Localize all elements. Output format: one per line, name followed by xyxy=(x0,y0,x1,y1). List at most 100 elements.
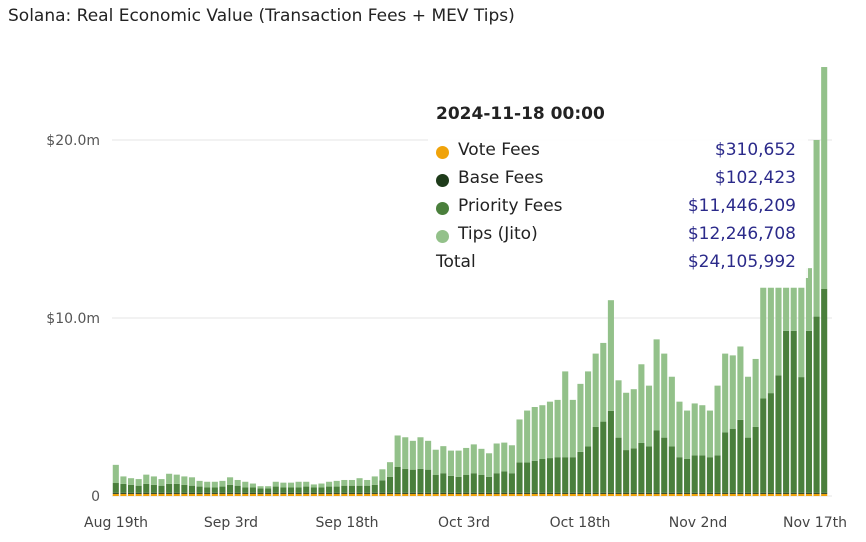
tips-jito-segment xyxy=(128,478,135,485)
base-fees-segment xyxy=(234,492,241,494)
priority-fees-segment xyxy=(699,455,706,493)
priority-fees-segment xyxy=(592,426,599,493)
vote-fees-segment xyxy=(379,493,386,496)
tips-jito-legend-dot xyxy=(436,230,449,243)
tooltip-label: Base Fees xyxy=(458,168,544,188)
priority-fees-segment xyxy=(722,432,729,493)
tips-jito-segment xyxy=(158,479,165,486)
vote-fees-segment xyxy=(562,493,569,496)
priority-fees-segment xyxy=(409,469,416,493)
priority-fees-segment xyxy=(318,487,325,493)
priority-fees-segment xyxy=(364,485,371,493)
vote-fees-segment xyxy=(128,493,135,496)
base-fees-segment xyxy=(798,492,805,494)
vote-fees-segment xyxy=(386,493,394,496)
tips-jito-segment xyxy=(524,410,531,463)
base-fees-segment xyxy=(752,492,759,494)
tooltip-row-tips-jito: Tips (Jito) $12,246,708 xyxy=(436,224,796,250)
vote-fees-segment xyxy=(280,493,287,496)
base-fees-segment xyxy=(638,492,645,494)
tips-jito-segment xyxy=(242,481,249,488)
priority-fees-segment xyxy=(150,484,157,493)
tips-jito-segment xyxy=(645,385,653,447)
vote-fees-segment xyxy=(585,493,592,496)
vote-fees-segment xyxy=(166,493,173,496)
tips-jito-segment xyxy=(204,481,211,488)
base-fees-segment xyxy=(463,492,470,494)
priority-fees-segment xyxy=(447,475,454,493)
base-fees-segment xyxy=(767,492,774,494)
priority-fees-segment xyxy=(744,437,752,493)
vote-fees-segment xyxy=(333,493,340,496)
base-fees-segment xyxy=(577,492,584,494)
base-fees-segment xyxy=(196,492,203,494)
vote-fees-segment xyxy=(546,493,554,496)
tips-jito-segment xyxy=(196,480,203,487)
tips-jito-segment xyxy=(805,268,812,331)
vote-fees-segment xyxy=(592,493,599,496)
tips-jito-segment xyxy=(112,464,119,484)
priority-fees-segment xyxy=(196,486,203,493)
base-fees-segment xyxy=(623,492,630,494)
tooltip-label: Priority Fees xyxy=(458,196,563,216)
base-fees-segment xyxy=(524,492,531,494)
tips-jito-segment xyxy=(173,474,180,484)
priority-fees-segment xyxy=(379,480,386,493)
base-fees-segment xyxy=(562,492,569,494)
priority-fees-segment xyxy=(676,457,683,493)
base-fees-segment xyxy=(341,492,348,494)
tips-jito-segment xyxy=(760,287,767,399)
vote-fees-segment xyxy=(440,493,447,496)
priority-fees-segment xyxy=(539,458,546,493)
priority-fees-segment xyxy=(775,375,782,493)
vote-fees-segment xyxy=(211,493,218,496)
base-fees-segment xyxy=(211,492,218,494)
tips-jito-segment xyxy=(318,483,325,488)
base-fees-segment xyxy=(417,492,424,494)
tips-jito-segment xyxy=(486,453,493,477)
tips-jito-segment xyxy=(607,300,614,411)
tips-jito-segment xyxy=(737,346,744,420)
tips-jito-segment xyxy=(722,353,729,433)
tips-jito-segment xyxy=(767,287,774,394)
base-fees-segment xyxy=(501,492,508,494)
priority-fees-segment xyxy=(798,377,805,493)
priority-fees-segment xyxy=(493,473,500,493)
base-fees-segment xyxy=(242,492,249,494)
priority-fees-segment xyxy=(562,457,569,493)
y-tick-label: $10.0m xyxy=(46,311,100,327)
base-fees-segment xyxy=(188,492,196,494)
tips-jito-segment xyxy=(386,462,394,477)
vote-fees-segment xyxy=(638,493,645,496)
vote-fees-segment xyxy=(501,493,508,496)
priority-fees-segment xyxy=(234,485,241,493)
vote-fees-segment xyxy=(623,493,630,496)
base-fees-segment xyxy=(386,492,394,494)
tips-jito-segment xyxy=(508,445,515,474)
tips-jito-segment xyxy=(211,481,218,488)
base-fees-segment xyxy=(143,492,150,494)
base-fees-segment xyxy=(371,492,378,494)
vote-fees-segment xyxy=(242,493,249,496)
vote-fees-segment xyxy=(417,493,424,496)
base-fees-segment xyxy=(783,492,790,494)
vote-fees-segment xyxy=(143,493,150,496)
vote-fees-segment xyxy=(219,493,226,496)
vote-fees-segment xyxy=(775,493,782,496)
vote-fees-segment xyxy=(257,493,264,496)
tips-jito-segment xyxy=(653,339,660,431)
vote-fees-segment xyxy=(790,493,797,496)
priority-fees-segment xyxy=(333,486,340,493)
tips-jito-segment xyxy=(272,481,279,487)
base-fees-segment xyxy=(676,492,683,494)
base-fees-segment xyxy=(668,492,675,494)
base-fees-segment xyxy=(775,492,782,494)
priority-fees-segment xyxy=(623,450,630,493)
vote-fees-segment xyxy=(181,493,188,496)
priority-fees-segment xyxy=(653,430,660,493)
vote-fees-segment xyxy=(676,493,683,496)
priority-fees-segment xyxy=(249,487,256,493)
vote-fees-segment xyxy=(691,493,698,496)
base-fees-segment xyxy=(744,492,752,494)
tips-jito-segment xyxy=(227,477,234,485)
